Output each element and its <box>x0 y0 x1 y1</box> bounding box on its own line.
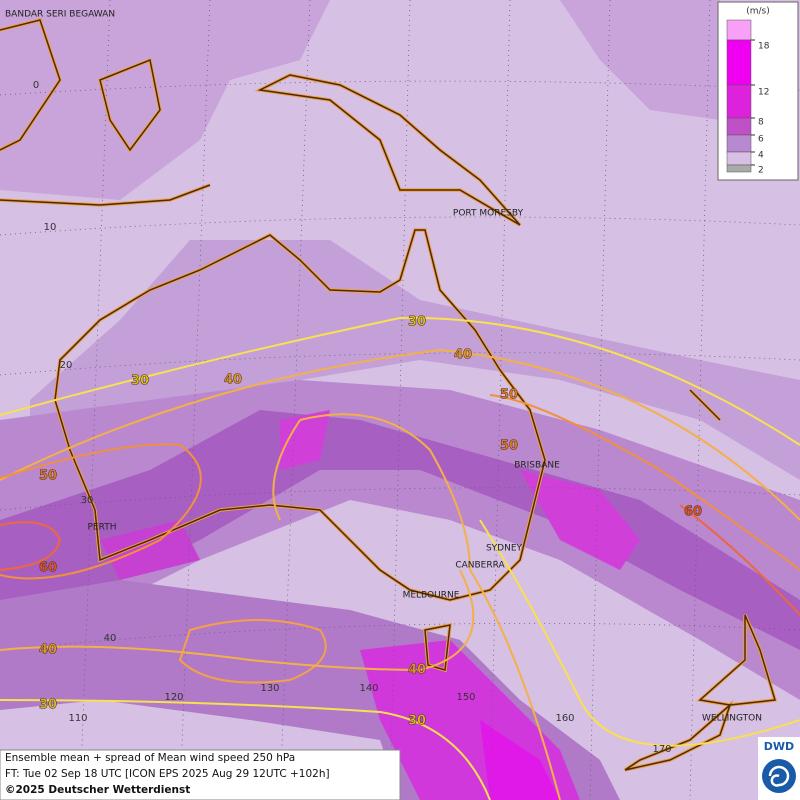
longitude-label: 160 <box>555 713 574 724</box>
contour-label: 50 <box>39 469 57 484</box>
longitude-label: 120 <box>164 692 183 703</box>
contour-label: 50 <box>500 439 518 454</box>
latitude-label: 10 <box>44 222 57 233</box>
logo: DWD <box>758 737 800 800</box>
footer-line: Ensemble mean + spread of Mean wind spee… <box>5 752 295 764</box>
longitude-label: 140 <box>359 683 378 694</box>
legend-tick-label: 2 <box>758 166 764 176</box>
contour-label: 60 <box>39 561 57 576</box>
latitude-label: 40 <box>104 633 117 644</box>
legend-tick-label: 6 <box>758 135 764 145</box>
longitude-label: 130 <box>260 683 279 694</box>
contour-label: 30 <box>408 714 426 729</box>
longitude-label: 170 <box>652 744 671 755</box>
contour-label: 40 <box>224 373 242 388</box>
footer-line: ©2025 Deutscher Wetterdienst <box>5 784 190 796</box>
legend-tick-label: 12 <box>758 88 769 98</box>
contour-label: 30 <box>39 698 57 713</box>
contour-label: 50 <box>500 388 518 403</box>
latitude-label: 20 <box>60 360 73 371</box>
footer: Ensemble mean + spread of Mean wind spee… <box>0 749 401 800</box>
legend: (m/s) 18 12 8 6 4 2 <box>717 1 799 181</box>
legend-unit: (m/s) <box>746 7 770 17</box>
city-label: CANBERRA <box>455 561 505 571</box>
longitude-label: 110 <box>68 713 87 724</box>
city-label: WELLINGTON <box>702 714 762 724</box>
longitude-label: 150 <box>456 692 475 703</box>
latitude-label: 30 <box>81 495 94 506</box>
city-label: BANDAR SERI BEGAWAN <box>5 10 115 20</box>
contour-label: 30 <box>131 374 149 389</box>
labels: BANDAR SERI BEGAWAN PORT MORESBY BRISBANE P… <box>5 10 762 756</box>
contour-label: 60 <box>684 505 702 520</box>
coastlines <box>0 17 778 772</box>
logo-text: DWD <box>764 740 794 753</box>
footer-line: FT: Tue 02 Sep 18 UTC [ICON EPS 2025 Aug… <box>5 768 330 780</box>
contour-label: 40 <box>408 663 426 678</box>
latitude-label: 0 <box>33 80 39 91</box>
city-label: MELBOURNE <box>403 591 460 601</box>
legend-tick-label: 8 <box>758 118 764 128</box>
contour-label: 40 <box>454 348 472 363</box>
city-label: PORT MORESBY <box>453 209 524 219</box>
city-label: PERTH <box>88 523 117 533</box>
isotachs <box>0 316 800 800</box>
contour-label: 30 <box>408 315 426 330</box>
city-label: BRISBANE <box>514 461 560 471</box>
legend-tick-label: 18 <box>758 42 770 52</box>
city-label: SYDNEY <box>486 544 523 554</box>
legend-tick-label: 4 <box>758 151 764 161</box>
contour-label: 40 <box>39 643 57 658</box>
